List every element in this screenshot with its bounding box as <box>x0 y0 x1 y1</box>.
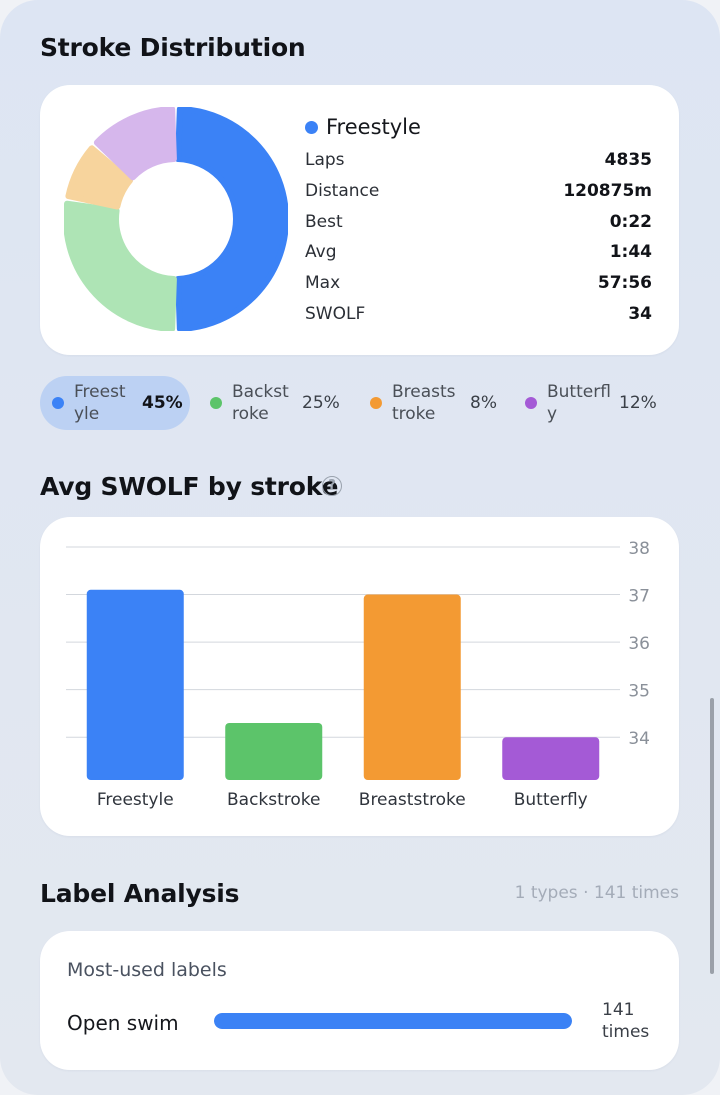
donut-chart[interactable] <box>64 107 288 331</box>
stat-value: 120875m <box>563 181 652 201</box>
label-name: Open swim <box>67 1011 179 1035</box>
label-usage-bar <box>214 1013 572 1029</box>
stat-label: Max <box>305 273 341 293</box>
stat-label: Laps <box>305 150 345 170</box>
y-tick-label: 36 <box>628 634 650 654</box>
stat-row-avg: Avg 1:44 <box>305 242 652 262</box>
stat-label: Best <box>305 212 343 232</box>
label-usage-fill <box>214 1013 572 1029</box>
stat-value: 57:56 <box>597 273 652 293</box>
label-count-number: 141 <box>602 1000 635 1020</box>
selected-stroke-name: Freestyle <box>326 115 421 139</box>
bar-butterfly[interactable] <box>502 737 600 780</box>
legend-chip-breaststroke[interactable]: Breaststroke 8% <box>370 376 497 430</box>
x-tick-label: Breaststroke <box>359 790 466 810</box>
help-icon[interactable]: ? <box>322 476 342 496</box>
donut-slice-backstroke[interactable] <box>64 200 177 331</box>
stat-value: 4835 <box>604 150 652 170</box>
stat-value: 34 <box>628 304 652 324</box>
selected-stroke-dot <box>305 120 318 134</box>
stroke-distribution-card: Freestyle Laps 4835 Distance 120875m Bes… <box>40 85 679 355</box>
stroke-distribution-title: Stroke Distribution <box>40 33 306 62</box>
stat-value: 1:44 <box>609 242 652 262</box>
bar-freestyle[interactable] <box>86 589 184 780</box>
scrollbar[interactable] <box>710 698 714 974</box>
legend-chip-freestyle[interactable]: Freestyle 45% <box>40 376 190 430</box>
most-used-labels-heading: Most-used labels <box>67 959 227 981</box>
label-count: 141 times <box>602 999 662 1043</box>
legend-dot <box>525 397 537 409</box>
selected-stroke-header: Freestyle <box>305 115 421 139</box>
legend-chip-backstroke[interactable]: Backstroke 25% <box>210 376 340 430</box>
legend-dot <box>52 397 64 409</box>
swolf-card: 34 35 36 37 38 Freestyle Backstroke Breaststrok… <box>40 517 679 836</box>
bar-breaststroke[interactable] <box>363 594 461 780</box>
y-tick-label: 37 <box>628 587 650 607</box>
swolf-title: Avg SWOLF by stroke <box>40 472 339 501</box>
y-tick-label: 35 <box>628 682 650 702</box>
legend-name: Breaststroke <box>392 382 456 424</box>
label-count-unit: times <box>602 1022 650 1042</box>
x-tick-label: Freestyle <box>97 790 174 810</box>
legend-pct: 25% <box>302 393 340 413</box>
legend-pct: 12% <box>619 393 657 413</box>
bar-backstroke[interactable] <box>225 722 323 780</box>
legend-dot <box>210 397 222 409</box>
stat-row-best: Best 0:22 <box>305 212 652 232</box>
label-analysis-card: Most-used labels Open swim 141 times <box>40 931 679 1070</box>
legend-chip-butterfly[interactable]: Butterfly 12% <box>525 376 657 430</box>
donut-slice-butterfly[interactable] <box>93 107 177 181</box>
x-tick-label: Butterfly <box>514 790 588 810</box>
stat-value: 0:22 <box>609 212 652 232</box>
legend-name: Backstroke <box>232 382 289 424</box>
stat-row-laps: Laps 4835 <box>305 150 652 170</box>
stat-label: SWOLF <box>305 304 366 324</box>
label-analysis-meta: 1 types · 141 times <box>514 883 679 903</box>
y-tick-label: 38 <box>628 539 650 559</box>
legend-pct: 8% <box>470 393 497 413</box>
stat-label: Avg <box>305 242 337 262</box>
donut-slice-breaststroke[interactable] <box>65 145 134 210</box>
legend-pct: 45% <box>142 393 183 413</box>
donut-slice-freestyle[interactable] <box>175 107 288 331</box>
stat-row-max: Max 57:56 <box>305 273 652 293</box>
stat-row-distance: Distance 120875m <box>305 181 652 201</box>
stat-row-swolf: SWOLF 34 <box>305 304 652 324</box>
y-tick-label: 34 <box>628 729 650 749</box>
legend-dot <box>370 397 382 409</box>
x-tick-label: Backstroke <box>227 790 321 810</box>
swolf-bar-chart: 34 35 36 37 38 Freestyle Backstroke Breaststrok… <box>66 539 650 810</box>
label-analysis-title: Label Analysis <box>40 879 240 908</box>
legend-name: Freestyle <box>74 382 126 424</box>
legend-name: Butterfly <box>547 382 611 424</box>
stat-label: Distance <box>305 181 380 201</box>
